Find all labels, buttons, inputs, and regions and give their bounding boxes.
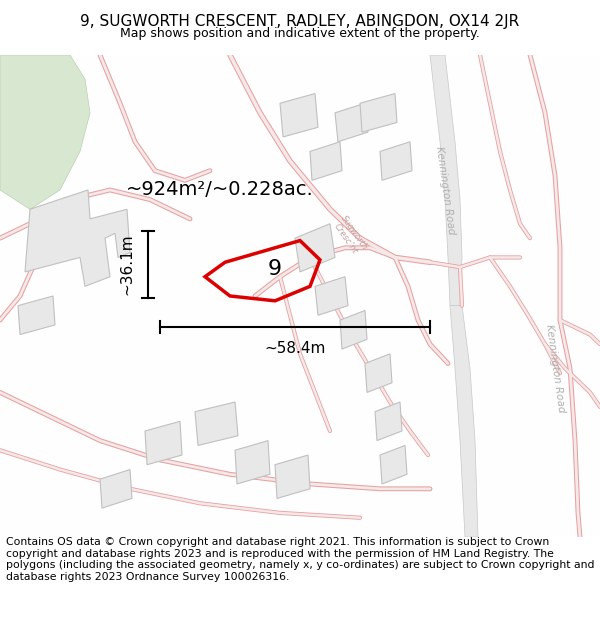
Polygon shape xyxy=(335,103,368,142)
Polygon shape xyxy=(195,402,238,446)
Polygon shape xyxy=(25,190,130,286)
Polygon shape xyxy=(380,446,407,484)
Polygon shape xyxy=(340,311,367,349)
Polygon shape xyxy=(100,469,132,508)
Text: ~36.1m: ~36.1m xyxy=(119,234,134,296)
Polygon shape xyxy=(380,142,412,181)
Polygon shape xyxy=(295,224,335,272)
Text: Sugworth
Cresc’nt: Sugworth Cresc’nt xyxy=(331,214,370,258)
Polygon shape xyxy=(235,441,270,484)
Polygon shape xyxy=(315,277,348,315)
Text: Contains OS data © Crown copyright and database right 2021. This information is : Contains OS data © Crown copyright and d… xyxy=(6,537,595,582)
Polygon shape xyxy=(0,55,90,209)
Text: 9, SUGWORTH CRESCENT, RADLEY, ABINGDON, OX14 2JR: 9, SUGWORTH CRESCENT, RADLEY, ABINGDON, … xyxy=(80,14,520,29)
Text: Kennington Road: Kennington Road xyxy=(544,324,566,413)
Polygon shape xyxy=(450,306,478,537)
Polygon shape xyxy=(18,296,55,334)
Text: Map shows position and indicative extent of the property.: Map shows position and indicative extent… xyxy=(120,27,480,39)
Polygon shape xyxy=(365,354,392,392)
Text: 9: 9 xyxy=(268,259,282,279)
Polygon shape xyxy=(430,55,462,306)
Text: Kennington Road: Kennington Road xyxy=(434,145,456,235)
Polygon shape xyxy=(360,94,397,132)
Polygon shape xyxy=(275,455,310,499)
Polygon shape xyxy=(280,94,318,137)
Text: ~58.4m: ~58.4m xyxy=(265,341,326,356)
Text: ~924m²/~0.228ac.: ~924m²/~0.228ac. xyxy=(126,181,314,199)
Polygon shape xyxy=(375,402,402,441)
Polygon shape xyxy=(310,142,342,181)
Polygon shape xyxy=(145,421,182,465)
